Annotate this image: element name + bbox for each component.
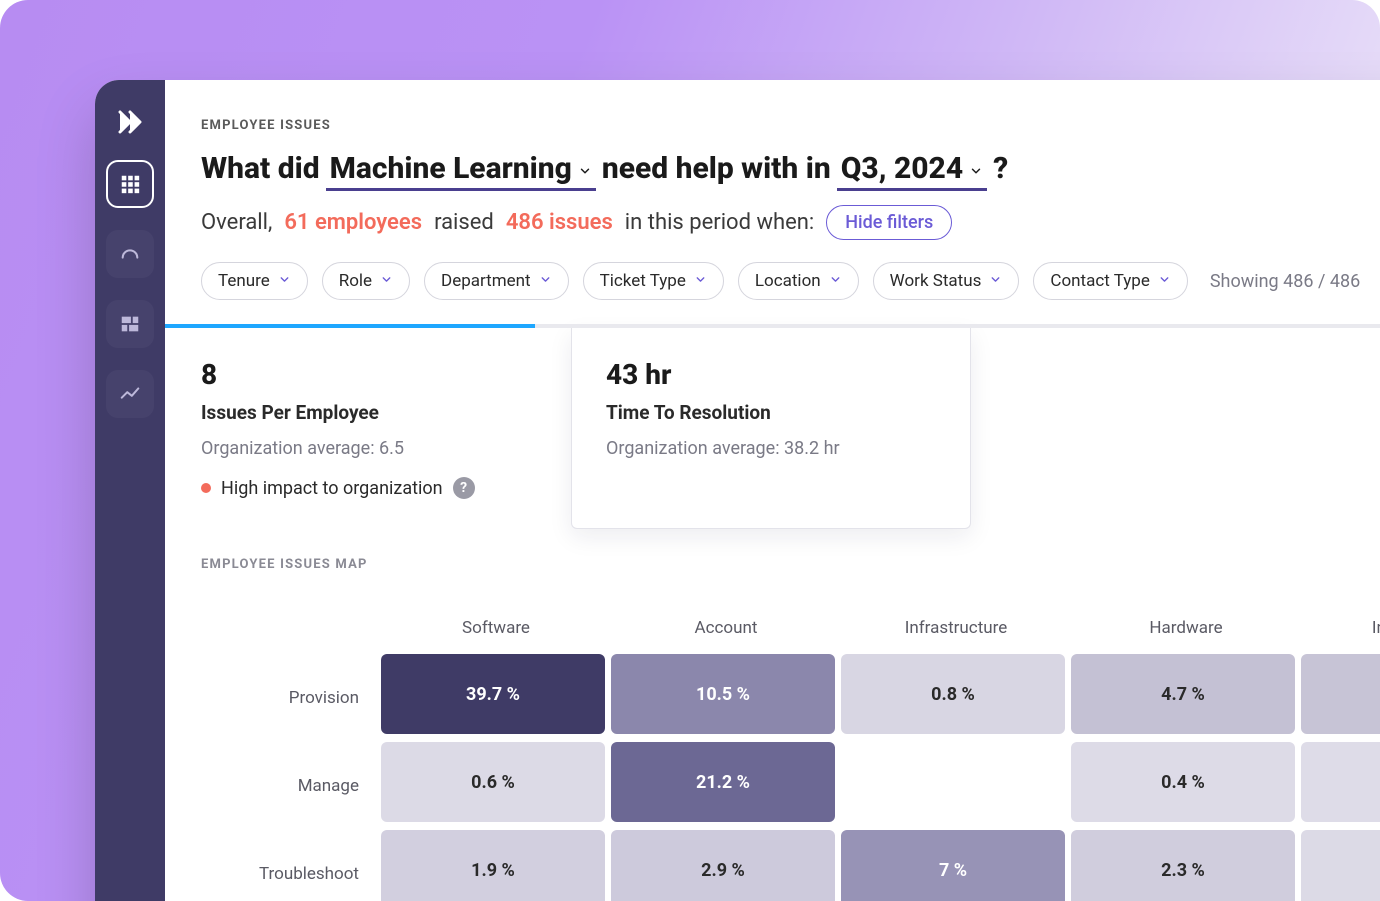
heatmap-row-label: Provision — [201, 654, 381, 742]
heatmap-row-label: Manage — [201, 742, 381, 830]
heatmap-cell[interactable]: 7 % — [841, 830, 1065, 901]
entity-label: Machine Learning — [330, 151, 572, 186]
period-dropdown[interactable]: Q3, 2024 — [837, 151, 987, 191]
filter-chip-work-status[interactable]: Work Status — [873, 262, 1020, 300]
nav-dashboard-button[interactable] — [106, 300, 154, 348]
heatmap-col-header: Software — [381, 618, 611, 654]
heatmap-col-header: Infrastructure — [841, 618, 1071, 654]
heatmap-row-label: Troubleshoot — [201, 830, 381, 901]
chip-label: Work Status — [890, 271, 982, 291]
nav-trends-button[interactable] — [106, 370, 154, 418]
chip-label: Department — [441, 271, 531, 291]
chip-label: Location — [755, 271, 821, 291]
heatmap-cell[interactable]: 2.9 % — [611, 830, 835, 901]
filter-chip-tenure[interactable]: Tenure — [201, 262, 308, 300]
chip-label: Ticket Type — [600, 271, 686, 291]
chevron-down-icon — [989, 271, 1002, 291]
entity-dropdown[interactable]: Machine Learning — [326, 151, 596, 191]
heatmap-cell[interactable]: 21.2 % — [611, 742, 835, 822]
heatmap-cell[interactable]: 10.5 % — [611, 654, 835, 734]
page-eyebrow: EMPLOYEE ISSUES — [201, 118, 1380, 133]
heatmap-cell[interactable]: 0.8 % — [841, 654, 1065, 734]
kpi-card-time-to-resolution[interactable]: 43 hr Time To Resolution Organization av… — [571, 328, 971, 529]
chevron-down-icon — [969, 151, 983, 186]
kpi-impact: High impact to organization ? — [201, 477, 537, 499]
heatmap-cell[interactable]: 1.9 % — [381, 830, 605, 901]
sidebar — [95, 80, 165, 901]
nav-gauge-button[interactable] — [106, 230, 154, 278]
main-content: EMPLOYEE ISSUES What did Machine Learnin… — [165, 80, 1380, 901]
kpi-cards: 8 Issues Per Employee Organization avera… — [201, 328, 1380, 529]
app-window: EMPLOYEE ISSUES What did Machine Learnin… — [95, 80, 1380, 901]
kpi-value: 43 hr — [606, 358, 936, 391]
chip-label: Tenure — [218, 271, 270, 291]
headline-mid: need help with in — [602, 151, 831, 186]
heatmap-col-header: Information — [1301, 618, 1380, 654]
impact-dot-icon — [201, 483, 211, 493]
kpi-value: 8 — [201, 358, 537, 391]
page-headline: What did Machine Learning need help with… — [201, 151, 1380, 191]
headline-prefix: What did — [201, 151, 320, 186]
heatmap-row: Manage0.6 %21.2 % 0.4 %0.2 — [201, 742, 1380, 830]
heatmap-header: Software Account Infrastructure Hardware… — [201, 618, 1380, 654]
kpi-average: Organization average: 6.5 — [201, 438, 537, 459]
subline-prefix: Overall, — [201, 210, 272, 235]
hide-filters-button[interactable]: Hide filters — [826, 205, 952, 240]
showing-count: Showing 486 / 486 — [1210, 271, 1360, 292]
subline-suffix: in this period when: — [625, 210, 814, 235]
section-label-map: EMPLOYEE ISSUES MAP — [201, 557, 1380, 572]
heatmap-cell[interactable]: 0.6 % — [381, 742, 605, 822]
filter-chip-contact-type[interactable]: Contact Type — [1033, 262, 1187, 300]
heatmap-cell[interactable]: 0.4 % — [1071, 742, 1295, 822]
issues-count: 486 issues — [506, 210, 613, 235]
heatmap-cell[interactable]: 0.6 — [1301, 830, 1380, 901]
chevron-down-icon — [578, 151, 592, 186]
chevron-down-icon — [829, 271, 842, 291]
chevron-down-icon — [380, 271, 393, 291]
heatmap-cell[interactable]: 39.7 % — [381, 654, 605, 734]
heatmap-cell[interactable]: 2.3 % — [1071, 830, 1295, 901]
filter-chip-department[interactable]: Department — [424, 262, 569, 300]
filter-chip-location[interactable]: Location — [738, 262, 859, 300]
employees-count: 61 employees — [284, 210, 422, 235]
heatmap-cell[interactable]: 0.2 — [1301, 742, 1380, 822]
help-icon[interactable]: ? — [453, 477, 475, 499]
nav-grid-button[interactable] — [106, 160, 154, 208]
heatmap-col-header: Account — [611, 618, 841, 654]
chip-label: Role — [339, 271, 372, 291]
tab-indicator — [165, 324, 1380, 328]
chevron-down-icon — [278, 271, 291, 291]
heatmap-cell[interactable] — [841, 742, 1065, 822]
heatmap-cell[interactable]: 4.1 — [1301, 654, 1380, 734]
chevron-down-icon — [539, 271, 552, 291]
kpi-average: Organization average: 38.2 hr — [606, 438, 936, 459]
heatmap-row: Troubleshoot1.9 %2.9 %7 %2.3 %0.6 — [201, 830, 1380, 901]
page-subline: Overall, 61 employees raised 486 issues … — [201, 205, 1380, 240]
chevron-down-icon — [694, 271, 707, 291]
period-label: Q3, 2024 — [841, 151, 963, 186]
issues-heatmap: Software Account Infrastructure Hardware… — [201, 618, 1380, 901]
chevron-down-icon — [1158, 271, 1171, 291]
subline-mid: raised — [434, 210, 494, 235]
filter-chip-ticket-type[interactable]: Ticket Type — [583, 262, 724, 300]
logo-icon — [114, 106, 146, 138]
kpi-title: Time To Resolution — [606, 401, 936, 424]
heatmap-row: Provision39.7 %10.5 %0.8 %4.7 %4.1 — [201, 654, 1380, 742]
kpi-card-issues-per-employee[interactable]: 8 Issues Per Employee Organization avera… — [201, 328, 571, 529]
headline-suffix: ? — [993, 151, 1008, 186]
heatmap-col-header: Hardware — [1071, 618, 1301, 654]
filter-bar: Tenure Role Department Ticket Type Locat… — [201, 262, 1380, 300]
chip-label: Contact Type — [1050, 271, 1149, 291]
impact-label: High impact to organization — [221, 478, 443, 499]
filter-chip-role[interactable]: Role — [322, 262, 410, 300]
heatmap-cell[interactable]: 4.7 % — [1071, 654, 1295, 734]
kpi-title: Issues Per Employee — [201, 401, 537, 424]
